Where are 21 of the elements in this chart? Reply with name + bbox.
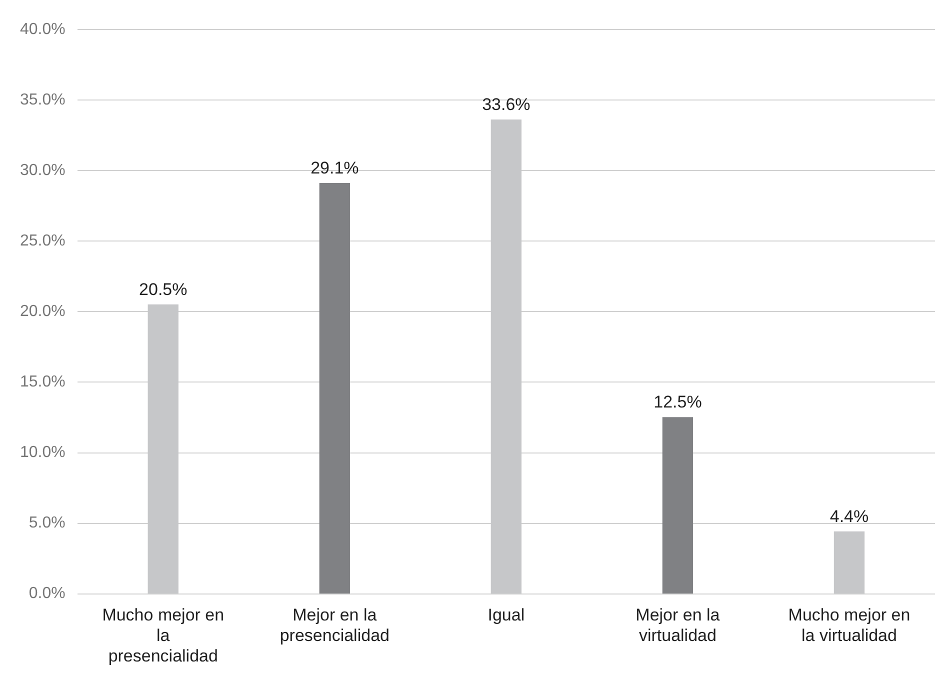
y-tick-label: 10.0% <box>20 444 66 462</box>
y-tick-label: 20.0% <box>20 303 66 320</box>
x-tick-label: Mejor en la presencialidad <box>280 606 390 646</box>
y-tick-label: 30.0% <box>20 162 66 180</box>
x-tick-label: Mucho mejor en la presencialidad <box>102 606 224 666</box>
data-label: 33.6% <box>482 95 530 114</box>
y-tick-label: 15.0% <box>20 374 66 391</box>
data-label: 4.4% <box>830 506 869 526</box>
x-tick-label: Igual <box>488 606 525 625</box>
x-tick-label: Mucho mejor en la virtualidad <box>788 606 910 646</box>
data-label: 20.5% <box>139 280 188 299</box>
bar <box>319 183 350 594</box>
y-tick-label: 25.0% <box>20 232 66 250</box>
y-tick-label: 0.0% <box>28 585 66 602</box>
data-label: 12.5% <box>654 392 702 412</box>
y-tick-label: 35.0% <box>20 92 66 109</box>
x-tick-label: Mejor en la virtualidad <box>636 606 720 646</box>
bar <box>662 417 694 594</box>
data-label: 29.1% <box>310 158 359 178</box>
y-tick-label: 40.0% <box>20 21 66 38</box>
y-tick-label: 5.0% <box>28 514 66 532</box>
